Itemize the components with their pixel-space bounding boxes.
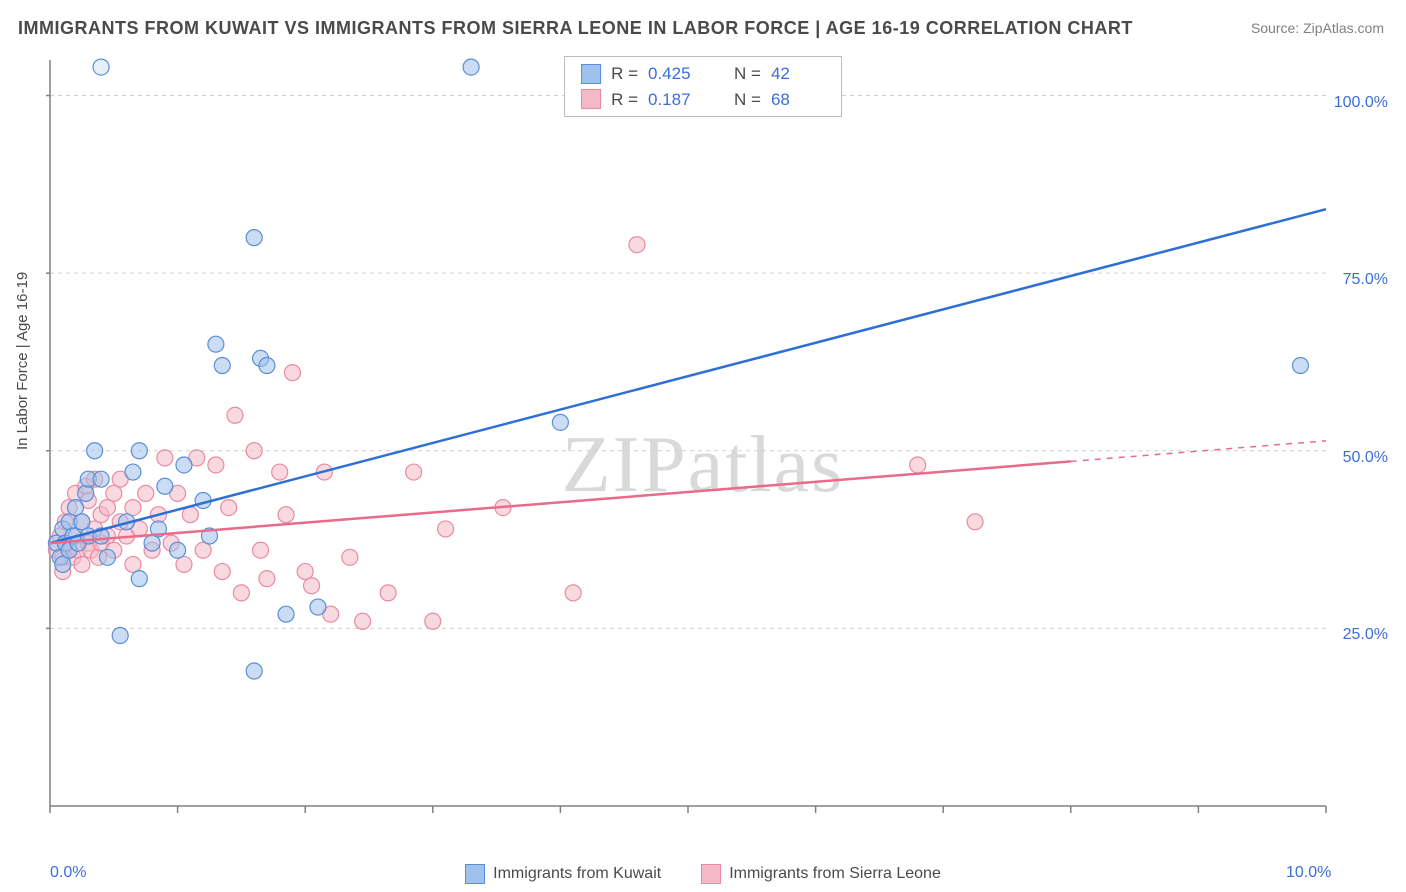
legend-swatch <box>701 864 721 884</box>
y-tick-label: 75.0% <box>1343 271 1388 289</box>
legend-item: Immigrants from Kuwait <box>465 864 661 884</box>
series-legend: Immigrants from Kuwait Immigrants from Si… <box>0 864 1406 884</box>
legend-r-value: 0.187 <box>648 87 702 113</box>
legend-label: Immigrants from Sierra Leone <box>729 865 941 883</box>
legend-n-value: 68 <box>771 87 825 113</box>
correlation-legend: R =0.425N =42R =0.187N =68 <box>564 56 842 117</box>
y-tick-label: 50.0% <box>1343 449 1388 467</box>
legend-swatch <box>581 89 601 109</box>
legend-label: Immigrants from Kuwait <box>493 865 661 883</box>
y-axis-label: In Labor Force | Age 16-19 <box>14 272 31 450</box>
chart-title: IMMIGRANTS FROM KUWAIT VS IMMIGRANTS FRO… <box>18 18 1133 39</box>
legend-n-value: 42 <box>771 61 825 87</box>
y-tick-label: 25.0% <box>1343 626 1388 644</box>
scatter-plot <box>46 56 1386 846</box>
legend-item: Immigrants from Sierra Leone <box>701 864 941 884</box>
legend-r-value: 0.425 <box>648 61 702 87</box>
y-tick-label: 100.0% <box>1334 94 1388 112</box>
source-label: Source: ZipAtlas.com <box>1251 20 1384 36</box>
legend-swatch <box>465 864 485 884</box>
legend-swatch <box>581 64 601 84</box>
